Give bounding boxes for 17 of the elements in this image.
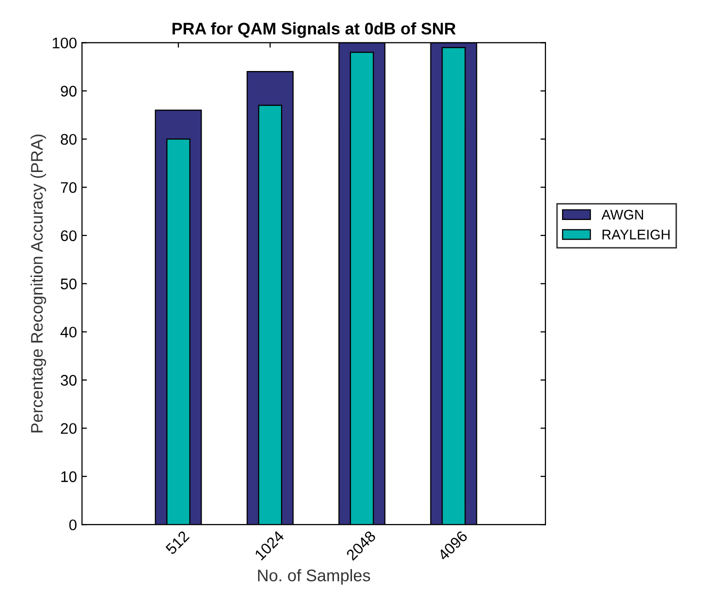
y-tick-label: 100	[52, 38, 77, 48]
y-tick-label: 80	[60, 134, 77, 145]
x-axis-title: No. of Samples	[258, 569, 370, 585]
y-tick-label: 60	[60, 230, 77, 242]
y-tick-label: 70	[60, 182, 77, 193]
legend-label: AWGN	[601, 210, 644, 220]
y-tick-label: 50	[60, 278, 77, 290]
x-tick-label: 512	[165, 530, 190, 555]
y-tick-label: 30	[60, 374, 77, 386]
y-axis-title: Percentage Recognition Accuracy (PRA)	[30, 134, 46, 432]
legend-label: RAYLEIGH	[602, 230, 670, 240]
y-tick-label: 10	[61, 471, 77, 482]
chart-title: PRA for QAM Signals at 0dB of SNR	[172, 22, 456, 38]
y-tick-label: 0	[69, 519, 77, 530]
y-tick-label: 40	[60, 326, 77, 338]
y-tick-label: 90	[60, 86, 77, 97]
y-tick-label: 20	[60, 423, 77, 434]
